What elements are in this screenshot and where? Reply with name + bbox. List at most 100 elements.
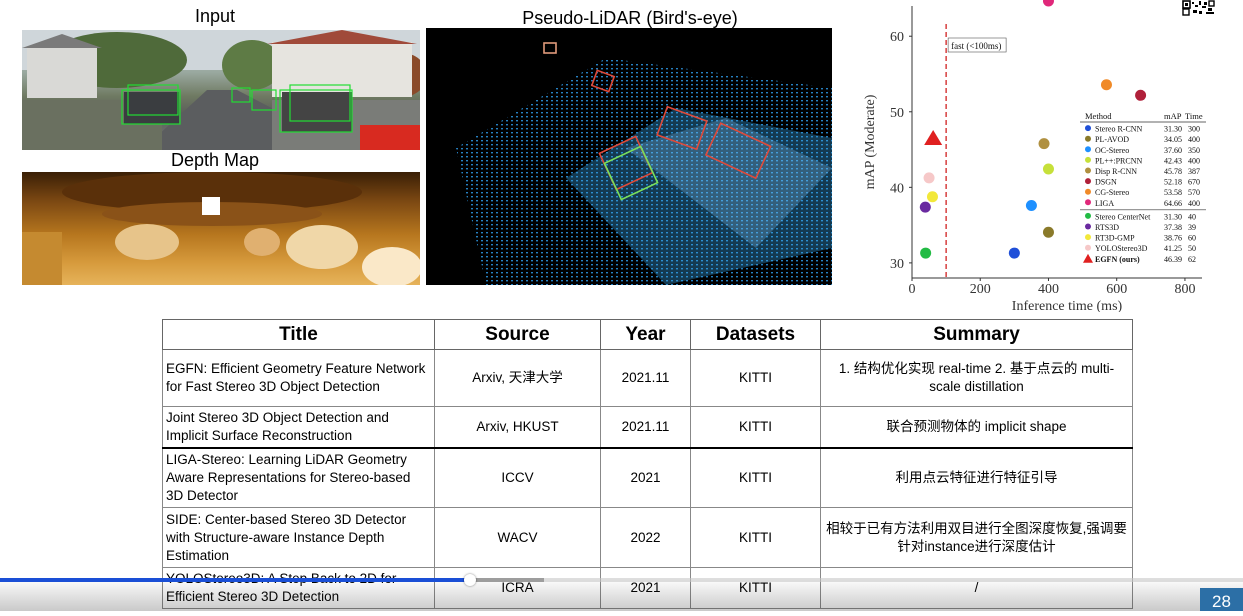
legend-marker	[1085, 188, 1091, 195]
cell-year: 2022	[600, 507, 691, 568]
cell-datasets: KITTI	[690, 406, 821, 449]
legend-entry-map: 38.76	[1164, 234, 1182, 243]
chart-points	[919, 0, 1147, 259]
pseudo-lidar-label: Pseudo-LiDAR (Bird's-eye)	[522, 8, 738, 28]
x-tick-label: 600	[1106, 282, 1127, 297]
cell-source: Arxiv, HKUST	[434, 406, 601, 449]
legend-marker	[1085, 178, 1091, 185]
legend-entry-time: 670	[1188, 178, 1200, 187]
y-tick-label: 50	[890, 106, 904, 121]
legend-entry-name: PL-AVOD	[1095, 135, 1129, 144]
legend-entry-map: 31.30	[1164, 125, 1182, 134]
x-tick-label: 400	[1038, 282, 1059, 297]
point-cg-stereo	[1100, 79, 1112, 91]
cell-year: 2021	[600, 567, 691, 609]
point-liga	[1042, 0, 1054, 7]
legend-entry-name: OC-Stereo	[1095, 146, 1129, 155]
table-row: EGFN: Efficient Geometry Feature Network…	[162, 349, 1133, 407]
legend-entry-map: 53.58	[1164, 188, 1182, 197]
legend-entry-name: DSGN	[1095, 178, 1117, 187]
point-pl-prcnn	[1042, 163, 1054, 175]
legend-entry-name: RTS3D	[1095, 223, 1119, 232]
cell-summary: /	[820, 567, 1133, 609]
point-yolostereo3d	[923, 172, 935, 184]
point-rts3d	[919, 201, 931, 213]
depth-map-label: Depth Map	[170, 150, 260, 170]
cell-title: EGFN: Efficient Geometry Feature Network…	[162, 349, 435, 407]
legend-entry-map: 42.43	[1164, 156, 1182, 165]
cell-summary: 利用点云特征进行特征引导	[820, 447, 1133, 508]
legend-entry-time: 62	[1188, 255, 1196, 264]
y-tick-label: 30	[890, 257, 904, 272]
point-stereo-centernet	[920, 247, 932, 259]
table-row: LIGA-Stereo: Learning LiDAR Geometry Awa…	[162, 447, 1133, 508]
legend-marker	[1085, 167, 1091, 174]
legend-entry-time: 400	[1188, 156, 1200, 165]
legend-entry-time: 387	[1188, 167, 1200, 176]
legend-marker	[1085, 244, 1091, 251]
legend-entry-time: 40	[1188, 212, 1196, 221]
legend-entry-name: CG-Stereo	[1095, 188, 1129, 197]
cell-source: WACV	[434, 507, 601, 568]
cell-summary: 联合预测物体的 implicit shape	[820, 406, 1133, 449]
paper-summary-table: Title Source Year Datasets Summary EGFN:…	[162, 319, 1133, 609]
qr-code-icon[interactable]	[1182, 0, 1216, 16]
cell-source: ICRA	[434, 567, 601, 609]
progress-track[interactable]	[0, 578, 1243, 582]
header-datasets: Datasets	[690, 319, 821, 350]
header-source: Source	[434, 319, 601, 350]
page-number-badge: 28	[1200, 588, 1243, 611]
legend-entry-map: 37.38	[1164, 223, 1182, 232]
legend-entry-time: 400	[1188, 135, 1200, 144]
input-label: Input	[194, 6, 236, 26]
legend-entry-name: Stereo R-CNN	[1095, 125, 1143, 134]
legend-background	[1080, 110, 1206, 263]
cell-datasets: KITTI	[690, 349, 821, 407]
cell-summary: 相较于已有方法利用双目进行全图深度恢复,强调要针对instance进行深度估计	[820, 507, 1133, 568]
table-header-row: Title Source Year Datasets Summary	[162, 319, 1133, 350]
threshold-label-box	[947, 37, 1007, 53]
table-row: Joint Stereo 3D Object Detection and Imp…	[162, 406, 1133, 449]
point-pl-avod	[1042, 226, 1054, 238]
legend-entry-time: 300	[1188, 125, 1200, 134]
legend-entry-map: 52.18	[1164, 178, 1182, 187]
cell-year: 2021.11	[600, 406, 691, 449]
cell-summary: 1. 结构优化实现 real-time 2. 基于点云的 multi-scale…	[820, 349, 1133, 407]
y-axis-label: mAP (Moderate)	[863, 94, 878, 189]
cell-title: LIGA-Stereo: Learning LiDAR Geometry Awa…	[162, 447, 435, 508]
cell-datasets: KITTI	[690, 507, 821, 568]
point-egfn-ours-	[924, 130, 943, 146]
point-oc-stereo	[1025, 199, 1037, 211]
chart-legend: Method mAP Time Stereo R-CNN 31.30 300 PL-AVOD…	[1080, 110, 1206, 264]
cell-title: Joint Stereo 3D Object Detection and Imp…	[162, 406, 435, 449]
legend-entry-name: EGFN (ours)	[1095, 255, 1140, 264]
header-year: Year	[600, 319, 691, 350]
legend-entry-name: LIGA	[1095, 199, 1114, 208]
x-tick-label: 200	[970, 282, 991, 297]
threshold-label: fast (<100ms)	[951, 41, 1001, 51]
cell-title: SIDE: Center-based Stereo 3D Detector wi…	[162, 507, 435, 568]
depth-map-image	[22, 172, 420, 285]
header-title: Title	[162, 319, 435, 350]
legend-entry-time: 39	[1188, 223, 1196, 232]
legend-marker	[1085, 212, 1091, 219]
video-player-controls	[0, 578, 1243, 611]
legend-entry-map: 46.39	[1164, 255, 1182, 264]
y-tick-label: 40	[890, 181, 904, 196]
x-tick-label: 800	[1174, 282, 1195, 297]
legend-marker	[1083, 253, 1093, 263]
legend-entry-time: 570	[1188, 188, 1200, 197]
legend-entry-map: 45.78	[1164, 167, 1182, 176]
legend-marker	[1085, 125, 1091, 132]
legend-marker	[1085, 156, 1091, 163]
progress-scrubber-handle[interactable]	[463, 574, 476, 586]
legend-entry-name: Stereo CenterNet	[1095, 212, 1151, 221]
cell-title: YOLOStereo3D: A Step Back to 2D for Effi…	[162, 567, 435, 609]
cell-year: 2021	[600, 447, 691, 508]
point-disp-r-cnn	[1038, 138, 1050, 150]
y-tick-label: 60	[890, 30, 904, 45]
progress-played[interactable]	[0, 578, 470, 582]
cell-source: ICCV	[434, 447, 601, 508]
